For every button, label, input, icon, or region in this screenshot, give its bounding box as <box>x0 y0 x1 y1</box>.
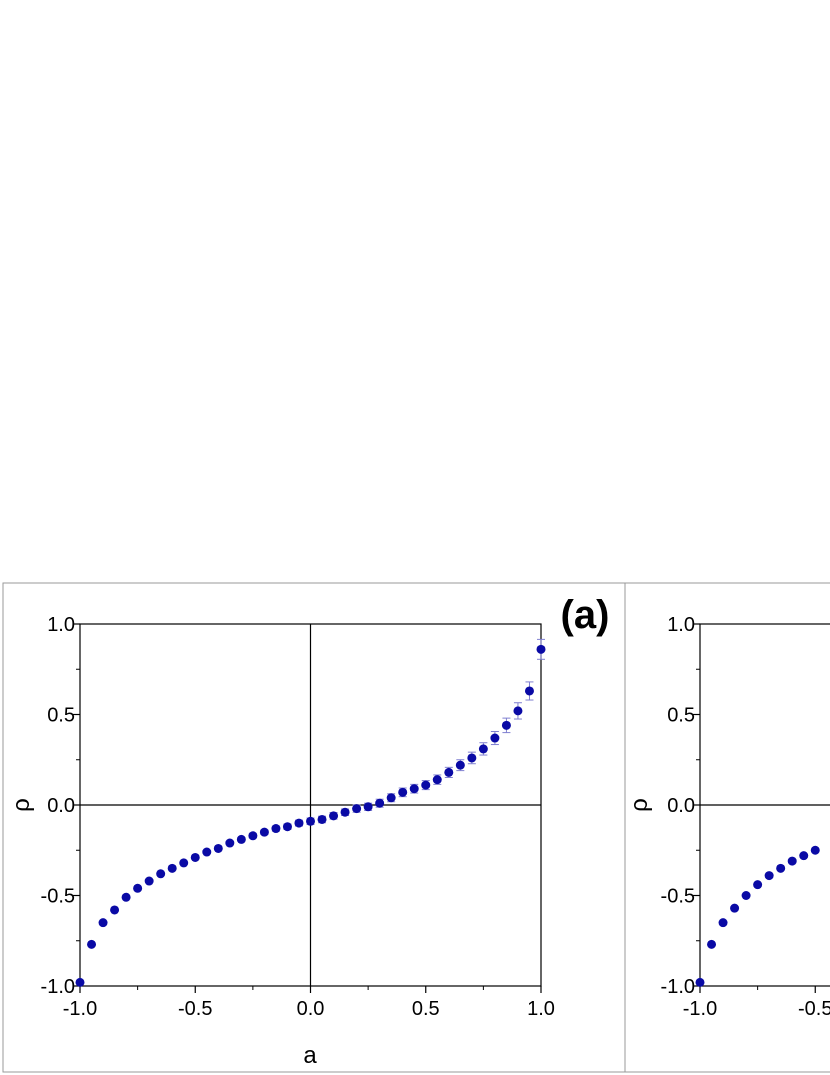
data-point <box>133 883 143 893</box>
data-point <box>271 824 281 834</box>
data-point <box>478 744 488 754</box>
data-point <box>225 838 235 848</box>
data-points-b <box>695 845 820 987</box>
error-bars-a <box>87 638 545 946</box>
x-tick-label: 1.0 <box>527 998 555 1020</box>
data-point <box>75 977 85 987</box>
data-point <box>799 851 809 861</box>
data-point <box>718 918 728 928</box>
data-point <box>259 827 269 837</box>
data-point <box>317 814 327 824</box>
data-point <box>202 847 212 857</box>
axis-ticks-a: -1.0 -0.5 0.0 0.5 1.0 -1.0 -0.5 0.0 0.5 1.0 <box>41 614 555 1020</box>
data-point <box>306 816 315 826</box>
data-point <box>787 856 797 866</box>
y-tick-label: 0.0 <box>667 795 695 817</box>
data-point <box>144 876 154 886</box>
data-point <box>421 780 431 790</box>
data-point <box>764 871 774 881</box>
data-point <box>340 807 350 817</box>
x-tick-label: 0.5 <box>412 998 440 1020</box>
x-tick-label: -1.0 <box>683 998 717 1020</box>
panel-b-frame <box>624 582 830 1073</box>
y-tick-label: 0.0 <box>47 795 75 817</box>
data-point <box>776 863 786 873</box>
y-tick-label: 1.0 <box>667 614 695 636</box>
data-point <box>741 891 751 900</box>
data-point <box>190 852 200 862</box>
panel-label-a: (a) <box>561 593 610 637</box>
y-tick-label: 0.5 <box>667 705 695 727</box>
data-point <box>513 706 523 716</box>
data-point <box>329 811 339 821</box>
y-axis-label-b: ρ <box>626 798 653 812</box>
y-axis-label-a: ρ <box>8 798 35 812</box>
data-point <box>467 753 477 763</box>
panel-b-chart: -1.0 -0.5 0.0 0.5 1.0 -1.0 -0.5 ρ <box>626 614 830 1020</box>
data-point <box>501 720 511 730</box>
axis-ticks-b: -1.0 -0.5 0.0 0.5 1.0 -1.0 -0.5 <box>661 614 830 1020</box>
x-tick-label: 0.0 <box>297 998 325 1020</box>
y-tick-label: -0.5 <box>661 886 695 908</box>
data-point <box>536 644 546 654</box>
x-tick-label: -1.0 <box>63 998 97 1020</box>
data-point <box>398 787 408 797</box>
data-point <box>432 775 442 785</box>
data-point <box>87 939 97 949</box>
x-tick-label: -0.5 <box>798 998 830 1020</box>
data-point <box>179 858 189 868</box>
data-point <box>444 767 454 777</box>
data-point <box>810 845 820 855</box>
y-tick-label: -0.5 <box>41 886 75 908</box>
data-point <box>213 843 223 853</box>
data-point <box>707 939 717 949</box>
data-point <box>167 863 177 873</box>
y-tick-label: 1.0 <box>47 614 75 636</box>
data-point <box>121 892 131 902</box>
data-point <box>294 818 304 828</box>
data-point <box>282 822 292 832</box>
data-point <box>248 831 258 841</box>
data-point <box>98 918 108 928</box>
x-tick-label: -0.5 <box>178 998 212 1020</box>
data-points-a <box>75 644 546 987</box>
y-tick-label: -1.0 <box>41 976 75 998</box>
y-tick-label: 0.5 <box>47 705 75 727</box>
panel-a-chart: -1.0 -0.5 0.0 0.5 1.0 -1.0 -0.5 0.0 0.5 1.0 (a) a… <box>8 593 609 1069</box>
x-axis-label-a: a <box>303 1042 317 1069</box>
data-point <box>753 880 763 890</box>
data-point <box>730 903 740 913</box>
data-point <box>236 834 246 844</box>
data-point <box>409 784 419 794</box>
data-point <box>386 793 396 803</box>
data-point <box>352 804 362 814</box>
data-point <box>110 905 120 915</box>
data-point <box>156 869 166 879</box>
y-tick-label: -1.0 <box>661 976 695 998</box>
data-point <box>375 798 385 808</box>
data-point <box>524 686 534 696</box>
data-point <box>455 760 465 770</box>
data-point <box>695 977 705 987</box>
data-point <box>490 733 500 743</box>
data-point <box>363 802 373 812</box>
